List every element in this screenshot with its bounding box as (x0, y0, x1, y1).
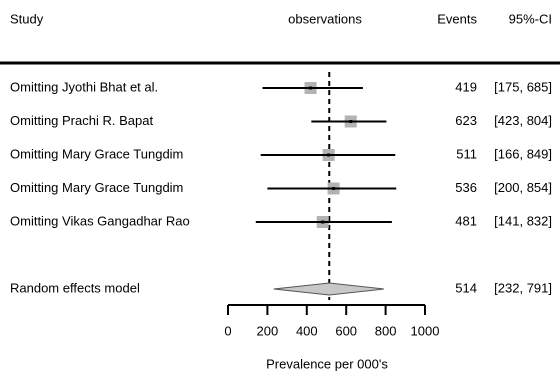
study-label: Omitting Vikas Gangadhar Rao (10, 213, 190, 228)
ci-label: [141, 832] (494, 213, 552, 228)
ci-label: [200, 854] (494, 180, 552, 195)
estimate-point (321, 220, 325, 224)
header-ci: 95%-CI (509, 11, 552, 26)
events-value: 511 (456, 146, 477, 161)
estimate-point (309, 86, 313, 90)
summary-ci-label: [232, 791] (494, 280, 552, 295)
ci-label: [166, 849] (494, 146, 552, 161)
x-tick-label: 1000 (411, 323, 440, 338)
x-tick-label: 400 (296, 323, 318, 338)
x-tick-label: 600 (335, 323, 357, 338)
events-value: 481 (455, 213, 477, 228)
ci-label: [423, 804] (494, 113, 552, 128)
x-tick-label: 0 (224, 323, 231, 338)
study-label: Omitting Mary Grace Tungdim (10, 146, 183, 161)
events-value: 623 (455, 113, 477, 128)
summary-events: 514 (455, 280, 477, 295)
x-tick-label: 800 (375, 323, 397, 338)
header-study: Study (10, 11, 44, 26)
events-value: 536 (455, 180, 477, 195)
events-value: 419 (455, 79, 477, 94)
x-axis-label: Prevalence per 000's (266, 356, 388, 371)
summary-diamond (273, 282, 384, 296)
study-label: Omitting Jyothi Bhat et al. (10, 79, 158, 94)
study-label: Omitting Mary Grace Tungdim (10, 180, 183, 195)
estimate-point (327, 153, 331, 157)
x-tick-label: 200 (257, 323, 279, 338)
estimate-point (332, 187, 336, 190)
header-events: Events (437, 11, 477, 26)
study-label: Omitting Prachi R. Bapat (10, 113, 153, 128)
summary-label: Random effects model (10, 280, 140, 295)
ci-label: [175, 685] (494, 79, 552, 94)
estimate-point (349, 120, 353, 123)
header-observations: observations (288, 11, 362, 26)
